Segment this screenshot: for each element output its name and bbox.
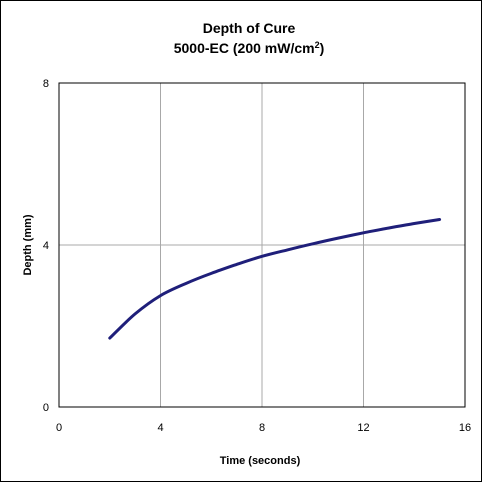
y-tick-label: 8 bbox=[43, 78, 49, 90]
chart-subtitle-suffix: ) bbox=[320, 40, 325, 56]
chart-subtitle-superscript: 2 bbox=[315, 40, 320, 50]
y-tick-label: 0 bbox=[43, 402, 49, 414]
chart-title: Depth of Cure bbox=[203, 20, 296, 36]
plot-area-border bbox=[58, 82, 466, 408]
x-tick-label: 8 bbox=[259, 422, 265, 434]
x-tick-label: 4 bbox=[157, 422, 163, 434]
tick-labels: 0 4 8 12 16 0 4 8 bbox=[43, 78, 471, 434]
x-tick-label: 12 bbox=[357, 422, 369, 434]
grid-lines bbox=[59, 83, 465, 407]
chart-subtitle-prefix: 5000-EC (200 mW/cm bbox=[174, 40, 315, 56]
depth-series-line bbox=[108, 218, 442, 340]
y-tick-label: 4 bbox=[43, 240, 49, 252]
x-tick-label: 0 bbox=[56, 422, 62, 434]
x-axis-label: Time (seconds) bbox=[220, 455, 301, 467]
x-tick-label: 16 bbox=[459, 422, 471, 434]
chart-subtitle: 5000-EC (200 mW/cm2) bbox=[174, 40, 325, 56]
y-axis-label: Depth (mm) bbox=[22, 214, 34, 275]
